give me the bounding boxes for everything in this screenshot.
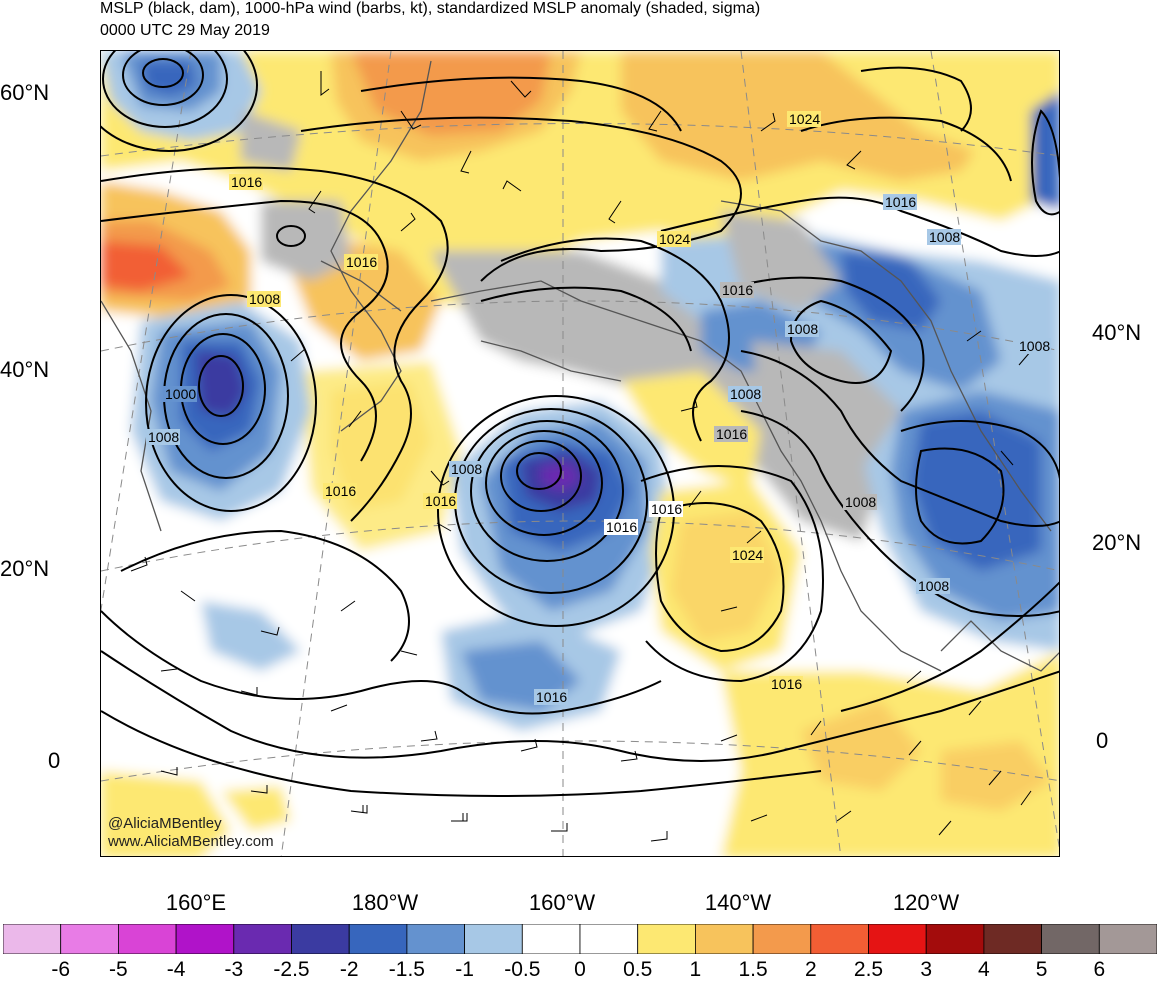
map-canvas: 1016 1016 1008 1000 1008 1016 1008 1016 … — [101, 51, 1059, 856]
colorbar-tick-label: -1.5 — [388, 958, 425, 981]
colorbar-swatch — [464, 924, 523, 954]
contour-label: 1008 — [249, 291, 280, 307]
contour-label: 1016 — [885, 194, 916, 210]
colorbar-tick-label: -4 — [166, 958, 186, 981]
colorbar-swatch — [118, 924, 177, 954]
colorbar-tick-label: -2.5 — [273, 958, 310, 981]
contour-label: 1016 — [536, 689, 567, 705]
colorbar-tick-label: -2 — [339, 958, 359, 981]
colorbar-swatch — [233, 924, 292, 954]
colorbar-tick-label: 1.5 — [738, 958, 768, 981]
colorbar-tick-label: 1 — [689, 958, 702, 981]
contour-label: 1008 — [1019, 338, 1050, 354]
contour-label: 1016 — [716, 426, 747, 442]
colorbar-tick-label: -0.5 — [504, 958, 541, 981]
contour-label: 1024 — [789, 111, 820, 127]
map-title: MSLP (black, dam), 1000-hPa wind (barbs,… — [100, 0, 761, 17]
lat-label-right: 40°N — [1092, 320, 1142, 345]
colorbar-swatch — [1041, 924, 1100, 954]
colorbar-swatch — [695, 924, 754, 954]
colorbar-swatch — [579, 924, 639, 954]
credit-website: www.AliciaMBentley.com — [108, 833, 274, 850]
credit-handle: @AliciaMBentley — [108, 815, 222, 832]
contour-label: 1016 — [651, 501, 682, 517]
contour-label: 1024 — [732, 547, 763, 563]
lat-label-right: 0 — [1096, 728, 1109, 753]
colorbar-swatch — [752, 924, 812, 954]
contour-label: 1016 — [606, 519, 637, 535]
colorbar-tick-label: 3 — [920, 958, 933, 981]
colorbar-swatch — [925, 924, 985, 954]
lon-label: 160°E — [165, 890, 227, 915]
colorbar-swatch — [60, 924, 119, 954]
colorbar-swatch — [983, 924, 1043, 954]
contour-label: 1008 — [451, 461, 482, 477]
valid-time: 0000 UTC 29 May 2019 — [100, 22, 270, 39]
colorbar-swatch — [291, 924, 350, 954]
contour-label: 1024 — [659, 231, 690, 247]
colorbar-tick-label: -5 — [109, 958, 128, 981]
contour-label: 1008 — [918, 578, 949, 594]
contour-label: 1016 — [722, 282, 753, 298]
colorbar-labels: -6 -5 -4 -3 -2.5 -2 -1.5 -1 -0.5 0 0.5 1 1.5 2 2.5 3 4 5 6 — [0, 958, 1160, 981]
colorbar-tick-label: 0 — [574, 958, 586, 981]
colorbar-swatch — [521, 924, 581, 954]
colorbar-swatch — [3, 924, 62, 954]
colorbar-swatch — [1098, 924, 1157, 954]
colorbar-tick-label: 5 — [1035, 958, 1048, 981]
contour-label: 1016 — [771, 676, 802, 692]
contour-label: 1016 — [325, 483, 356, 499]
colorbar-tick-label: 2 — [804, 958, 817, 981]
colorbar-tick-label: -3 — [224, 958, 244, 981]
colorbar-swatch — [868, 924, 927, 954]
colorbar-tick-label: -6 — [51, 958, 71, 981]
contour-labels: 1016 1016 1008 1000 1008 1016 1008 1016 … — [146, 111, 1051, 705]
colorbar-tick-label: 0.5 — [623, 958, 653, 981]
colorbar-swatch — [175, 924, 235, 954]
contour-label: 1008 — [787, 321, 818, 337]
contour-label: 1008 — [845, 494, 876, 510]
colorbar-tick-label: 4 — [978, 958, 990, 981]
contour-label: 1016 — [425, 493, 456, 509]
colorbar — [3, 924, 1157, 954]
mslp-contours — [101, 51, 1059, 797]
contour-label: 1008 — [929, 229, 960, 245]
colorbar-tick-label: 6 — [1093, 958, 1106, 981]
map-panel[interactable]: 1016 1016 1008 1000 1008 1016 1008 1016 … — [100, 50, 1060, 857]
colorbar-swatch — [406, 924, 465, 954]
lon-label: 180°W — [351, 890, 419, 915]
contour-label: 1016 — [231, 174, 262, 190]
colorbar-swatch — [637, 924, 696, 954]
credit-text: @AliciaMBentley www.AliciaMBentley.com — [108, 815, 274, 851]
colorbar-swatch — [810, 924, 869, 954]
lat-label-left: 20°N — [0, 556, 50, 581]
contour-label: 1016 — [346, 254, 377, 270]
contour-label: 1000 — [165, 386, 196, 402]
lat-label-left: 0 — [48, 748, 61, 773]
lon-label: 140°W — [704, 890, 772, 915]
colorbar-swatch — [348, 924, 408, 954]
lon-label: 160°W — [528, 890, 596, 915]
contour-label: 1008 — [730, 386, 761, 402]
lat-label-right: 20°N — [1092, 530, 1142, 555]
colorbar-tick-label: 2.5 — [853, 958, 884, 981]
lat-label-left: 60°N — [0, 80, 50, 105]
contour-label: 1008 — [148, 429, 179, 445]
colorbar-tick-label: -1 — [455, 958, 474, 981]
lon-label: 120°W — [892, 890, 960, 915]
lat-label-left: 40°N — [0, 357, 50, 382]
